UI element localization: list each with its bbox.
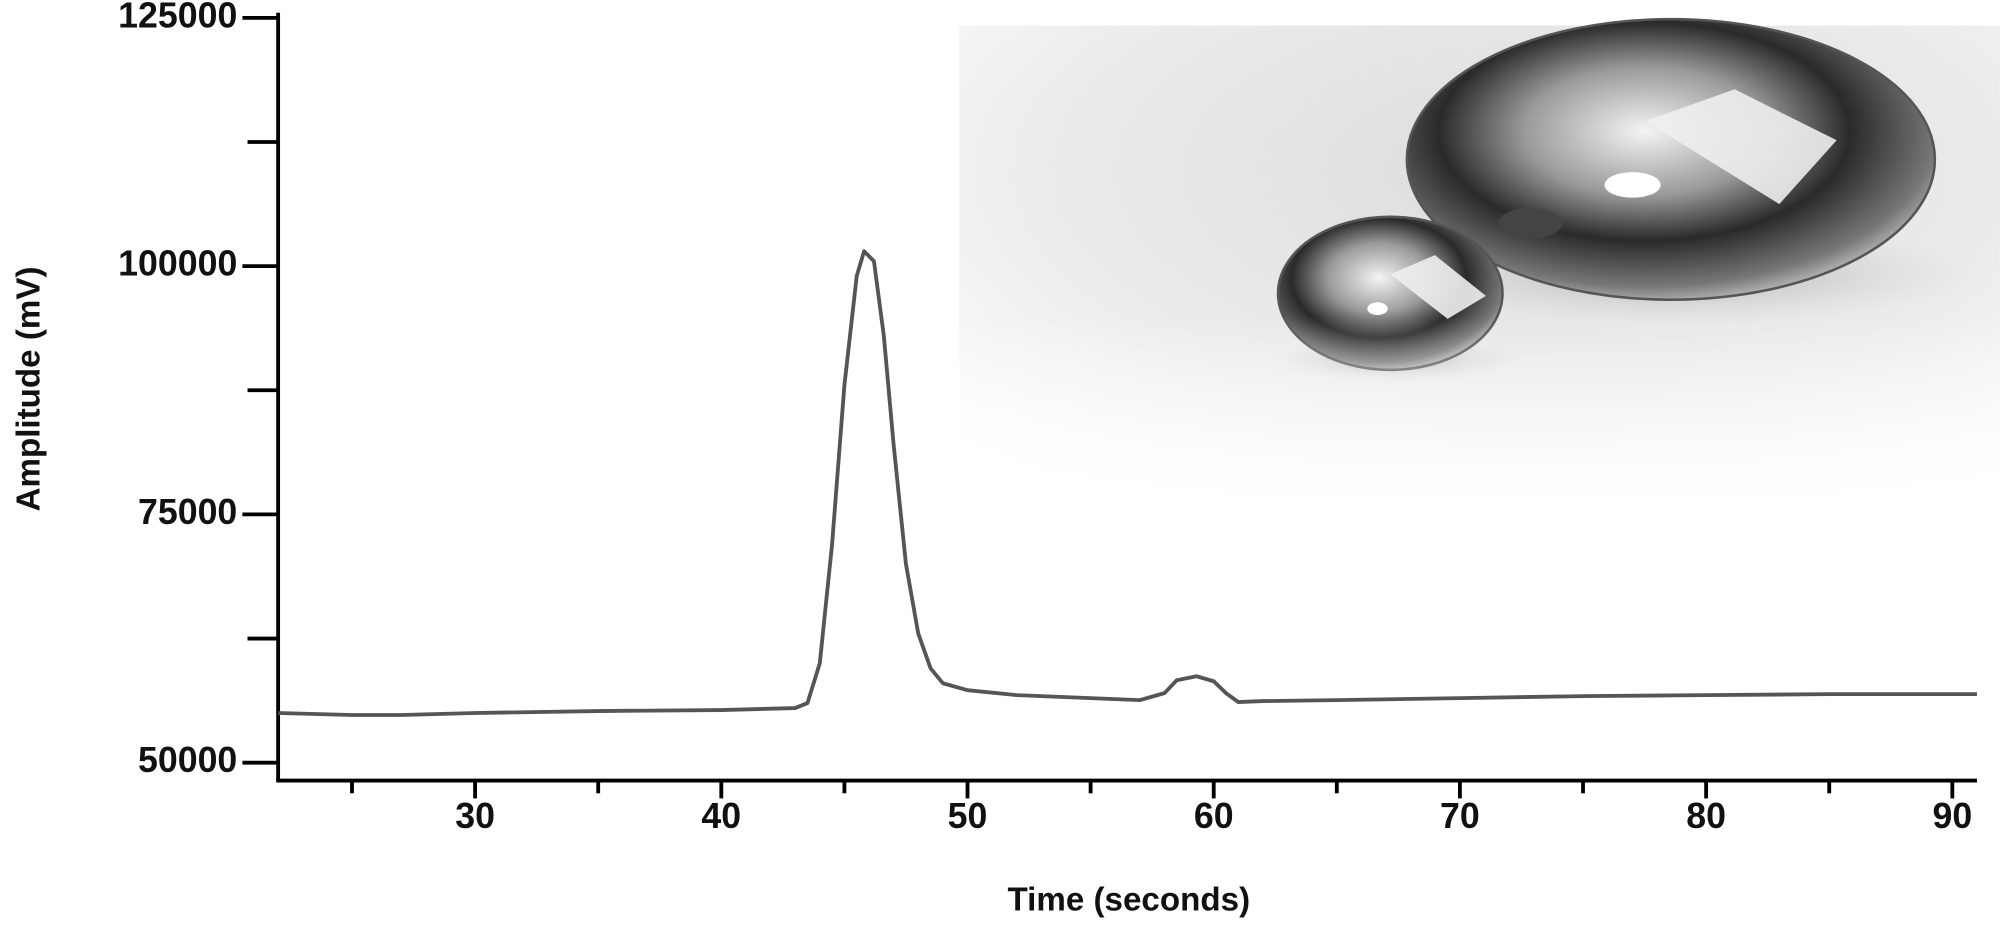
x-tick-label: 80 <box>1686 796 1726 836</box>
y-tick-label: 125000 <box>118 0 237 35</box>
x-tick-label: 40 <box>701 796 741 836</box>
x-tick-label: 70 <box>1440 796 1480 836</box>
y-axis-title: Amplitude (mV) <box>10 267 47 512</box>
x-tick-label: 30 <box>455 796 495 836</box>
data-line <box>278 249 1977 717</box>
y-tick-label: 100000 <box>118 244 237 284</box>
y-tick-label: 75000 <box>138 492 237 532</box>
x-tick-label: 90 <box>1932 796 1972 836</box>
y-tick-label: 50000 <box>138 740 237 780</box>
x-axis-title: Time (seconds) <box>1008 881 1251 918</box>
x-tick-label: 50 <box>948 796 988 836</box>
inset-image <box>959 17 2000 511</box>
x-tick-label: 60 <box>1194 796 1234 836</box>
